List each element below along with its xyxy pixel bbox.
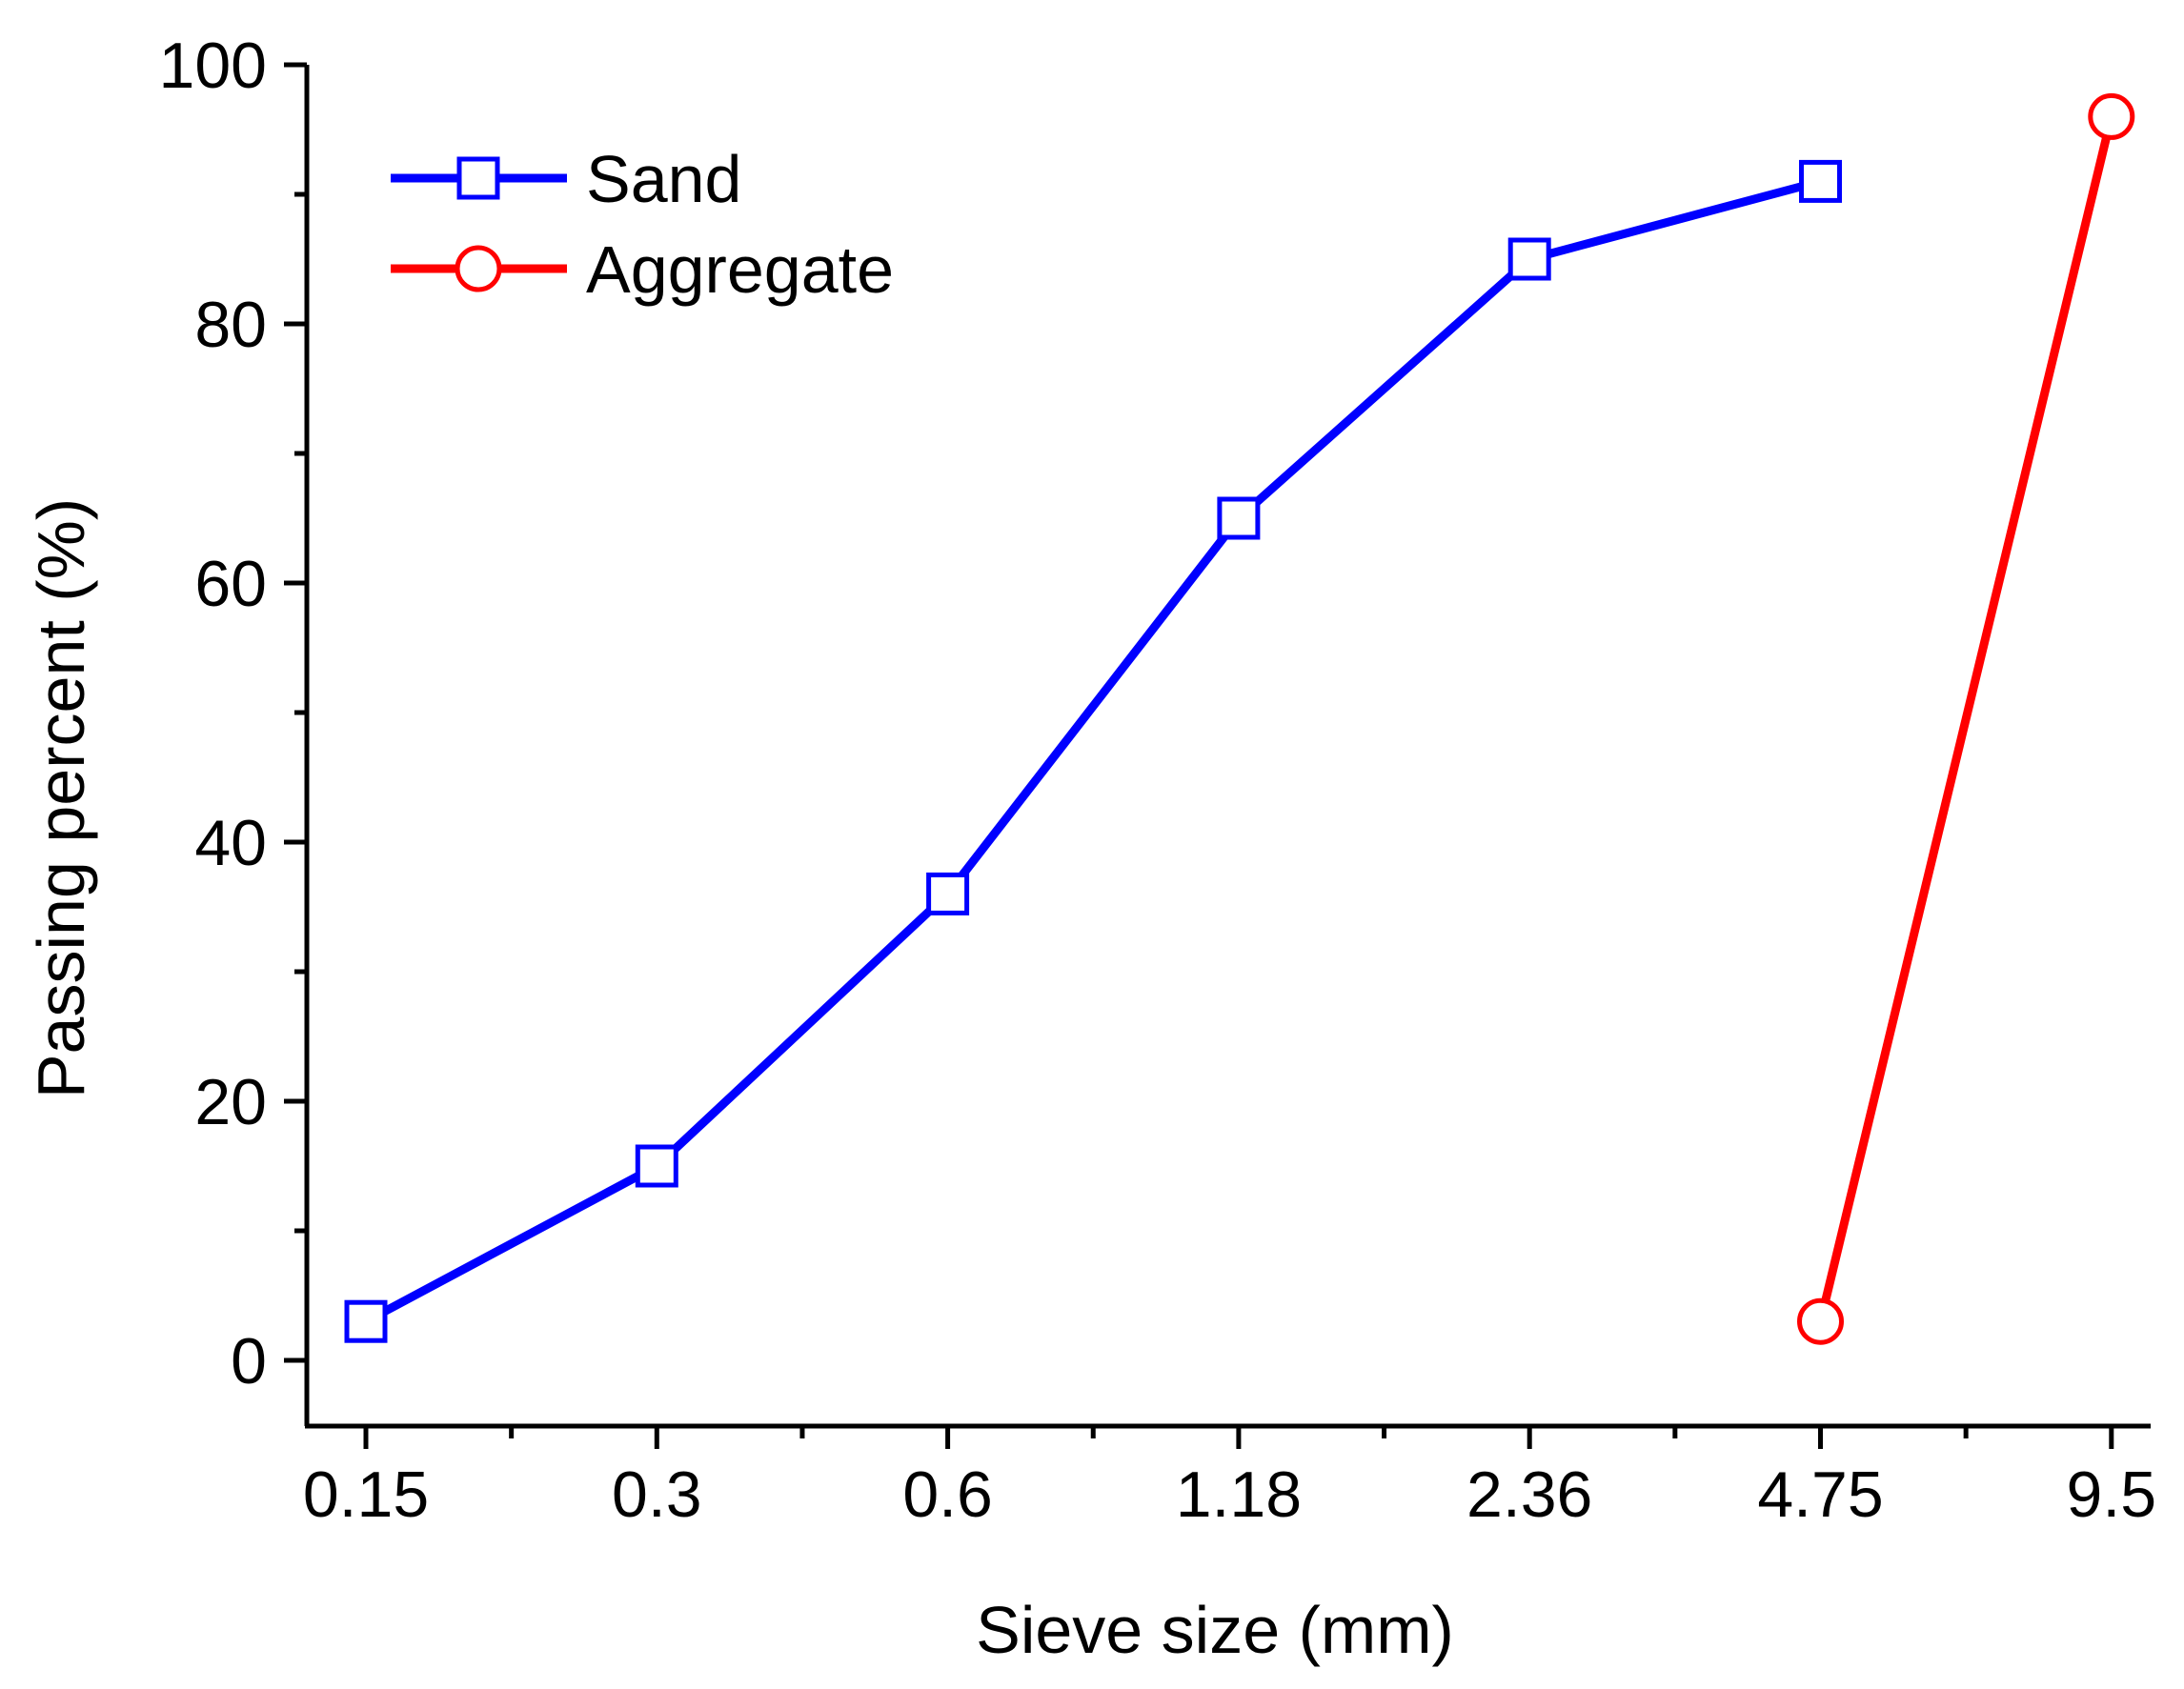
x-axis-title: Sieve size (mm) xyxy=(976,1593,1454,1667)
series-layer xyxy=(344,92,2135,1345)
legend-marker-sand xyxy=(456,156,500,200)
y-tick-label: 60 xyxy=(194,548,267,620)
x-tick-label: 0.15 xyxy=(303,1458,429,1531)
y-ticks: 0 20 40 60 80 100 xyxy=(159,30,307,1397)
legend-item-aggregate: Aggregate xyxy=(391,232,894,307)
x-tick-label: 0.3 xyxy=(612,1458,702,1531)
y-tick-label: 20 xyxy=(194,1066,267,1138)
aggregate-point xyxy=(2088,92,2135,140)
x-ticks: 0.15 0.3 0.6 1.18 2.36 4.75 9.5 xyxy=(303,1426,2156,1531)
legend-label-sand: Sand xyxy=(586,142,741,216)
aggregate-point xyxy=(1797,1297,1844,1345)
sand-point xyxy=(1217,496,1261,540)
aggregate-series xyxy=(1797,92,2135,1345)
y-tick-label: 0 xyxy=(231,1325,267,1397)
legend-item-sand: Sand xyxy=(391,142,741,216)
aggregate-line xyxy=(1816,115,2116,1323)
sand-point xyxy=(1799,159,1842,203)
y-tick-label: 40 xyxy=(194,807,267,879)
sand-point xyxy=(344,1299,388,1343)
sand-point xyxy=(926,872,970,915)
y-axis-title: Passing percent (%) xyxy=(24,498,98,1098)
x-tick-label: 4.75 xyxy=(1757,1458,1883,1531)
sand-point xyxy=(1507,237,1551,281)
axes xyxy=(304,65,2151,1429)
legend: Sand Aggregate xyxy=(391,142,894,307)
y-tick-label: 80 xyxy=(194,289,267,361)
x-tick-label: 9.5 xyxy=(2067,1458,2157,1531)
legend-label-aggregate: Aggregate xyxy=(586,232,894,307)
legend-marker-aggregate xyxy=(455,245,502,292)
x-tick-label: 2.36 xyxy=(1466,1458,1592,1531)
sand-series xyxy=(344,159,1842,1343)
sand-line xyxy=(363,177,1822,1326)
y-tick-label: 100 xyxy=(159,30,267,102)
x-tick-label: 1.18 xyxy=(1176,1458,1302,1531)
x-tick-label: 0.6 xyxy=(902,1458,993,1531)
sand-point xyxy=(635,1144,678,1188)
